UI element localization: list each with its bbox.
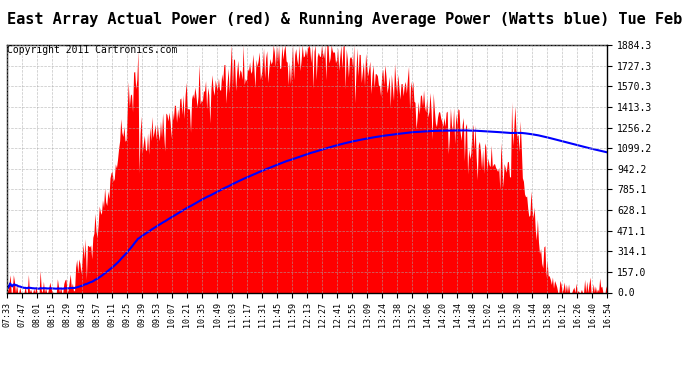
Text: Copyright 2011 Cartronics.com: Copyright 2011 Cartronics.com (7, 45, 177, 55)
Text: East Array Actual Power (red) & Running Average Power (Watts blue) Tue Feb 8 17:: East Array Actual Power (red) & Running … (7, 11, 690, 27)
